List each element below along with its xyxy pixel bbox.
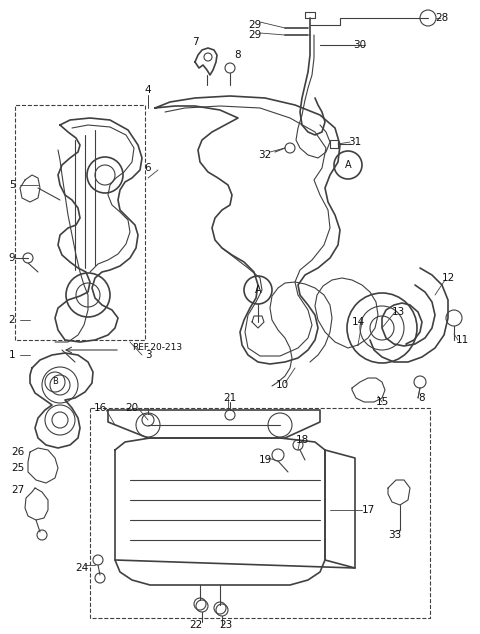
Text: 14: 14 (351, 317, 365, 327)
Text: 24: 24 (75, 563, 89, 573)
Text: B: B (52, 377, 58, 387)
Text: 29: 29 (248, 30, 262, 40)
Text: 4: 4 (144, 85, 151, 95)
Text: 31: 31 (348, 137, 361, 147)
Text: 17: 17 (361, 505, 374, 515)
Text: 13: 13 (391, 307, 405, 317)
Text: 2: 2 (9, 315, 15, 325)
Text: REF.20-213: REF.20-213 (132, 344, 182, 353)
Text: 15: 15 (375, 397, 389, 407)
Text: A: A (345, 160, 351, 170)
Text: 28: 28 (435, 13, 449, 23)
Text: 12: 12 (442, 273, 455, 283)
Text: 23: 23 (219, 620, 233, 630)
Text: 25: 25 (12, 463, 24, 473)
Text: 21: 21 (223, 393, 237, 403)
Text: 30: 30 (353, 40, 367, 50)
Text: 1: 1 (9, 350, 15, 360)
Text: 9: 9 (9, 253, 15, 263)
Text: 19: 19 (258, 455, 272, 465)
Text: 6: 6 (144, 163, 151, 173)
Text: 3: 3 (144, 350, 151, 360)
Text: 11: 11 (456, 335, 468, 345)
Text: 32: 32 (258, 150, 272, 160)
Text: 33: 33 (388, 530, 402, 540)
Text: A: A (255, 285, 261, 295)
Text: 27: 27 (12, 485, 24, 495)
Text: 16: 16 (94, 403, 107, 413)
Text: 8: 8 (235, 50, 241, 60)
Text: 7: 7 (192, 37, 198, 47)
Text: 22: 22 (190, 620, 203, 630)
Text: 18: 18 (295, 435, 309, 445)
Text: 5: 5 (9, 180, 15, 190)
Text: 10: 10 (276, 380, 288, 390)
Text: 8: 8 (419, 393, 425, 403)
Text: 29: 29 (248, 20, 262, 30)
Text: 26: 26 (12, 447, 24, 457)
Text: 20: 20 (125, 403, 139, 413)
